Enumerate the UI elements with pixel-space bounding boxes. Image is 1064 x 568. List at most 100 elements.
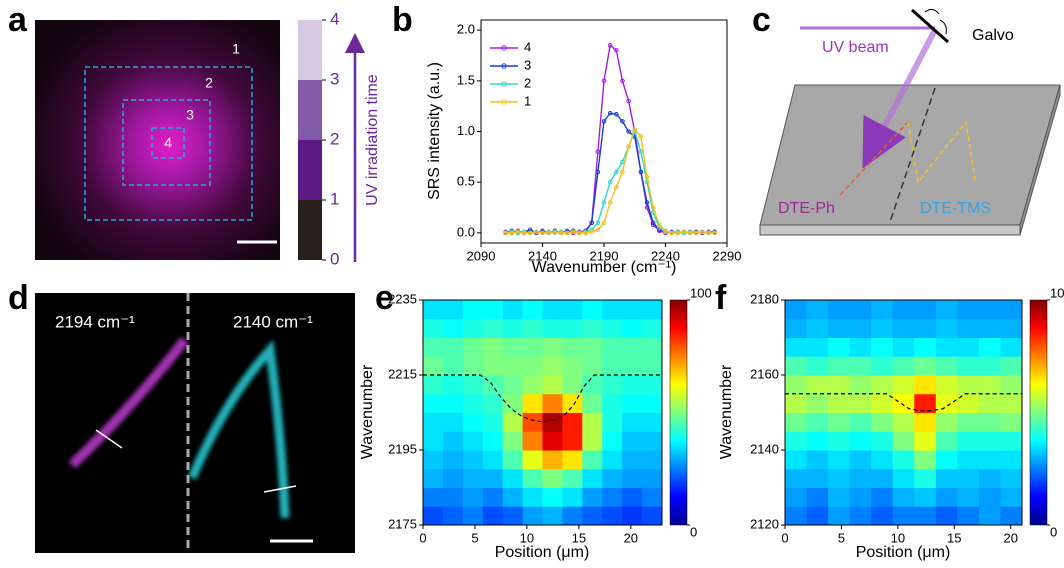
x-tick-label: 5 xyxy=(471,530,478,545)
heat-cell xyxy=(871,450,894,470)
heat-cell xyxy=(482,468,504,488)
colorbar-tick-label: 1 xyxy=(330,189,339,208)
heat-cell xyxy=(602,300,623,320)
heat-cell xyxy=(935,318,958,338)
heat-cell xyxy=(1000,450,1023,470)
heat-cell xyxy=(871,431,894,451)
heat-cell xyxy=(622,393,643,413)
heat-cell xyxy=(871,300,894,320)
heat-cell xyxy=(542,337,563,357)
region-label: 3 xyxy=(186,107,194,123)
heat-cell xyxy=(622,337,643,357)
legend-marker xyxy=(501,99,507,105)
panel-label: e xyxy=(375,279,394,317)
heat-cell xyxy=(892,393,915,413)
heat-cell xyxy=(957,318,980,338)
heat-cell xyxy=(542,300,563,320)
heat-cell xyxy=(785,393,808,413)
colorbar-tick-label: 0 xyxy=(1050,524,1057,539)
heat-cell xyxy=(871,412,894,432)
heat-cell xyxy=(622,450,643,470)
heat-cell xyxy=(522,506,543,526)
x-tick-label: 2290 xyxy=(713,248,742,263)
heat-cell xyxy=(602,318,623,338)
y-tick-label: 0.5 xyxy=(457,174,475,189)
heat-cell xyxy=(582,393,603,413)
heat-cell xyxy=(502,412,524,432)
heat-cell xyxy=(785,431,808,451)
heat-cell xyxy=(442,337,464,357)
point xyxy=(626,144,631,150)
point xyxy=(687,230,693,236)
heat-cell xyxy=(482,450,504,470)
heat-cell xyxy=(562,375,583,395)
point xyxy=(527,230,533,236)
trend-curve xyxy=(785,393,1022,412)
heat-cell xyxy=(642,300,663,320)
heat-cell xyxy=(582,300,603,320)
heat-cell xyxy=(562,393,583,413)
heat-cell xyxy=(602,450,623,470)
point xyxy=(706,230,711,236)
heat-cell xyxy=(562,337,583,357)
heat-cell xyxy=(602,506,623,526)
heat-cell xyxy=(482,412,504,432)
heat-cell xyxy=(462,300,484,320)
point xyxy=(509,230,515,236)
colorbar-tick-label: 2 xyxy=(330,129,339,148)
heat-cell xyxy=(785,375,808,395)
heat-cell xyxy=(482,487,504,507)
heat-cell xyxy=(562,318,583,338)
colorbar-tick-label: 4 xyxy=(330,9,339,28)
heat-cell xyxy=(849,431,872,451)
heat-cell xyxy=(442,487,464,507)
heat-cell xyxy=(642,431,663,451)
x-axis-label: Position (μm) xyxy=(495,544,590,561)
heat-cell xyxy=(642,318,663,338)
heat-cell xyxy=(423,356,444,376)
heat-cell xyxy=(914,356,937,376)
heat-cell xyxy=(642,356,663,376)
heat-cell xyxy=(978,487,1001,507)
heat-cell xyxy=(957,487,980,507)
heat-cell xyxy=(423,375,444,395)
x-tick-label: 2240 xyxy=(651,248,680,263)
cut-line xyxy=(263,485,297,493)
point xyxy=(614,169,619,175)
heat-cell xyxy=(935,375,958,395)
dte-tms-label: DTE-TMS xyxy=(920,200,991,217)
frame xyxy=(480,19,728,244)
heat-cell xyxy=(892,318,915,338)
point xyxy=(595,220,601,226)
heat-cell xyxy=(462,412,484,432)
heat-cell xyxy=(622,300,643,320)
heat-cell xyxy=(622,356,643,376)
heat-cell xyxy=(522,468,543,488)
heat-cell xyxy=(542,487,563,507)
heat-cell xyxy=(828,356,851,376)
heat-cell xyxy=(423,487,444,507)
heat-cell xyxy=(502,356,524,376)
y-tick-label: 2175 xyxy=(388,516,417,531)
colorbar-tick-label: 3 xyxy=(330,69,339,88)
panel-label: a xyxy=(8,1,28,39)
heat-cell xyxy=(502,318,524,338)
heat-cell xyxy=(1000,375,1023,395)
region-label: 4 xyxy=(164,135,172,151)
heat-cell xyxy=(542,375,563,395)
point xyxy=(669,230,674,236)
y-tick-label: 2180 xyxy=(750,291,779,306)
heat-cell xyxy=(978,468,1001,488)
line-tms xyxy=(907,120,976,184)
heat-cell xyxy=(462,450,484,470)
heat-cell xyxy=(871,468,894,488)
galvo-arrows xyxy=(924,8,947,35)
heat-cell xyxy=(602,356,623,376)
point xyxy=(607,43,613,48)
heat-cell xyxy=(542,393,563,413)
heat-cell xyxy=(871,318,894,338)
heat-cell xyxy=(1000,337,1023,357)
colorbar-tick-label: 0 xyxy=(690,524,697,539)
point xyxy=(657,222,662,228)
